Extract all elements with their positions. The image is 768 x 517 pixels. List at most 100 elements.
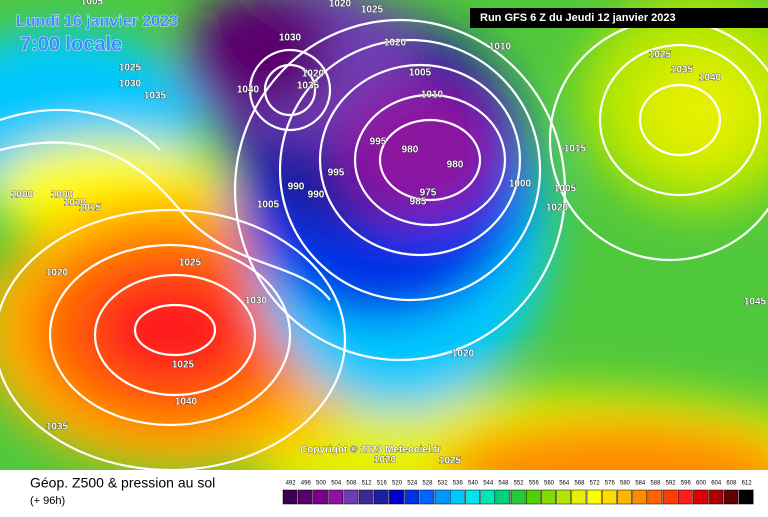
scale-swatch xyxy=(677,489,693,505)
scale-label: 588 xyxy=(650,481,661,487)
scale-swatch xyxy=(510,489,526,505)
scale-swatch xyxy=(647,489,663,505)
scale-label: 580 xyxy=(620,481,631,487)
scale-label: 544 xyxy=(483,481,494,487)
isobar-label: 1000 xyxy=(51,190,74,201)
scale-swatch xyxy=(662,489,678,505)
scale-label: 612 xyxy=(742,481,753,487)
scale-label: 504 xyxy=(331,481,342,487)
isobar-label: 1040 xyxy=(175,397,198,408)
isobar-label: 1015 xyxy=(564,144,587,155)
scale-label: 512 xyxy=(362,481,373,487)
scale-swatch xyxy=(495,489,511,505)
scale-label: 516 xyxy=(377,481,388,487)
scale-label: 604 xyxy=(711,481,722,487)
isobar-label: 1010 xyxy=(489,42,512,53)
scale-swatch xyxy=(556,489,572,505)
scale-swatch xyxy=(358,489,374,505)
isobar-label: 1010 xyxy=(64,198,87,209)
isobar-label: 1025 xyxy=(119,63,142,74)
scale-label: 524 xyxy=(407,481,418,487)
isobar-label: 1005 xyxy=(257,200,280,211)
scale-swatch xyxy=(571,489,587,505)
scale-swatch xyxy=(723,489,739,505)
isobar-label: 1025 xyxy=(361,5,384,16)
isobar-label: 1025 xyxy=(649,50,672,61)
scale-label: 584 xyxy=(635,481,646,487)
scale-label: 568 xyxy=(574,481,585,487)
isobar-label: 1040 xyxy=(237,85,260,96)
isobar-label: 1020 xyxy=(546,203,569,214)
isobar-label: 1000 xyxy=(509,179,532,190)
scale-swatch xyxy=(282,489,298,505)
scale-label: 564 xyxy=(559,481,570,487)
isobar-label: 1045 xyxy=(744,297,767,308)
isobar-label: 1020 xyxy=(46,268,69,279)
isobar-label: 980 xyxy=(447,160,464,171)
isobar-label: 1030 xyxy=(119,79,142,90)
scale-swatch xyxy=(313,489,328,505)
color-scale: 492 496 500 504 508 512 516 520 524 528 532 536 540 5… xyxy=(282,481,754,505)
scale-swatch xyxy=(632,489,648,505)
scale-swatch xyxy=(389,489,404,505)
scale-label: 556 xyxy=(529,481,540,487)
scale-swatch xyxy=(601,489,617,505)
isobar-label: 1030 xyxy=(245,296,268,307)
run: Run GFS 6 Z du Jeudi 12 janvier 2023 xyxy=(480,12,676,24)
scale-label: 528 xyxy=(422,481,433,487)
scale-swatch xyxy=(343,489,359,505)
run-box xyxy=(470,8,768,28)
isobar-label: 995 xyxy=(328,168,345,179)
scale-label: 540 xyxy=(468,481,479,487)
scale-label: 520 xyxy=(392,481,403,487)
isobar-label: 1025 xyxy=(172,360,195,371)
scale-label: 576 xyxy=(605,481,616,487)
isobar-label: 1040 xyxy=(699,73,722,84)
isobar-labels: 1020 1025 1005 1020 1010 1030 1035 1025 1030 1035… xyxy=(11,0,767,467)
scale-swatch xyxy=(541,489,556,505)
isobar-label: 1030 xyxy=(279,33,302,44)
isobar-label: 1000 xyxy=(11,190,34,201)
scale-swatch xyxy=(419,489,435,505)
isobar-label: 1005 xyxy=(409,68,432,79)
scale-label: 548 xyxy=(498,481,509,487)
copyright: Copyright © 2023 Meteociel.fr xyxy=(300,445,441,456)
scale-swatch xyxy=(449,489,465,505)
scale-swatch xyxy=(480,489,496,505)
date: Lundi 16 janvier 2023 xyxy=(16,13,178,30)
scale-label: 496 xyxy=(301,481,312,487)
scale-swatch xyxy=(434,489,450,505)
isobar-label: 1020 xyxy=(384,38,407,49)
scale-label: 600 xyxy=(696,481,707,487)
isobar-label: 1025 xyxy=(439,456,462,467)
scale-label: 596 xyxy=(681,481,692,487)
isobar-label: 1020 xyxy=(302,69,325,80)
scale-swatch xyxy=(465,489,480,505)
time: 7:00 locale xyxy=(20,33,122,55)
scale-label: 532 xyxy=(438,481,449,487)
isobar-label: 1020 xyxy=(452,349,475,360)
scale-label: 508 xyxy=(346,481,357,487)
scale-label: 552 xyxy=(514,481,525,487)
isobar-label: 1020 xyxy=(329,0,352,10)
isobar-label: 1010 xyxy=(421,90,444,101)
scale-swatch xyxy=(328,489,344,505)
isobar-label: 1025 xyxy=(179,258,202,269)
scale-swatch xyxy=(404,489,420,505)
isobar-label: 990 xyxy=(308,190,325,201)
isobar-label: 980 xyxy=(402,145,419,156)
scale-label: 500 xyxy=(316,481,327,487)
isobar-label: 995 xyxy=(370,137,387,148)
scale-swatch xyxy=(693,489,708,505)
scale-swatch xyxy=(586,489,602,505)
scale-label: 536 xyxy=(453,481,464,487)
isobar-label: 1005 xyxy=(81,0,104,8)
scale-label: 608 xyxy=(726,481,737,487)
isobar-label: 985 xyxy=(410,197,427,208)
scale-label: 492 xyxy=(286,481,297,487)
isobar-label: 1035 xyxy=(297,81,320,92)
isobar-label: 1035 xyxy=(46,422,69,433)
scale-swatch xyxy=(297,489,313,505)
scale-swatch xyxy=(373,489,389,505)
